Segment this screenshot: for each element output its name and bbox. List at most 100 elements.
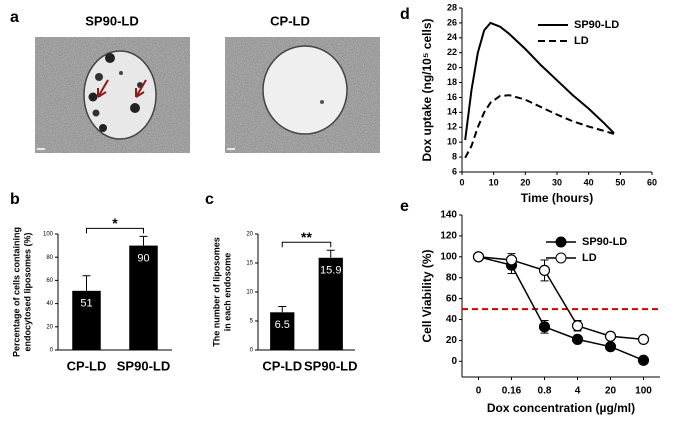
bar	[318, 257, 343, 350]
y-tick-label: 20	[246, 232, 253, 238]
series-line	[478, 256, 644, 361]
x-tick-label: 0.8	[538, 386, 552, 397]
y-tick-label: 20	[446, 335, 458, 346]
bar	[129, 245, 158, 350]
y-axis-label: endocytosed liposomes (%)	[22, 232, 32, 351]
y-tick-label: 80	[46, 255, 53, 261]
x-tick-label: 100	[635, 386, 652, 397]
series-line	[478, 256, 644, 341]
y-tick-label: 20	[447, 62, 457, 72]
panel-letter: c	[205, 191, 214, 208]
value-label: 15.9	[320, 265, 341, 277]
micrograph	[35, 37, 190, 153]
legend-marker	[555, 252, 567, 264]
marker	[538, 264, 551, 276]
y-tick-label: 120	[440, 231, 457, 242]
bar	[72, 290, 101, 350]
y-axis-label: Dox uptake (ng/10⁵ cells)	[420, 18, 434, 161]
legend-label: LD	[582, 252, 597, 264]
significance-bracket	[86, 227, 144, 234]
x-tick-label: SP90-LD	[117, 358, 170, 373]
y-tick-label: 60	[46, 278, 53, 284]
y-tick-label: 22	[447, 47, 457, 57]
y-tick-label: 0	[250, 348, 254, 354]
x-tick-label: CP-LD	[262, 358, 302, 373]
image-title: CP-LD	[270, 13, 310, 28]
y-tick-label: 10	[447, 137, 457, 147]
y-tick-label: 20	[46, 324, 53, 330]
legend-label: SP90-LD	[574, 19, 619, 31]
marker	[505, 254, 518, 266]
panel-letter: b	[10, 191, 20, 208]
x-tick-label: 0	[459, 177, 464, 187]
y-tick-label: 28	[447, 2, 457, 12]
x-axis-label: Dox concentration (µg/ml)	[487, 401, 635, 415]
x-tick-label: 20	[605, 386, 617, 397]
x-tick-label: 10	[489, 177, 499, 187]
x-tick-label: 4	[575, 386, 581, 397]
y-tick-label: 24	[447, 32, 457, 42]
marker	[637, 333, 650, 345]
error-bar	[139, 235, 148, 246]
error-bar	[326, 249, 335, 258]
y-tick-label: 100	[43, 232, 54, 238]
significance-label: **	[301, 229, 312, 245]
x-tick-label: 30	[552, 177, 562, 187]
y-tick-label: 16	[447, 92, 457, 102]
marker	[571, 333, 584, 345]
panel-letter: a	[10, 9, 19, 26]
value-label: 6.5	[275, 319, 290, 331]
x-tick-label: 40	[584, 177, 594, 187]
value-label: 90	[137, 253, 149, 265]
y-tick-label: 5	[250, 319, 254, 325]
y-axis-label: in each endosome	[222, 253, 232, 332]
y-tick-label: 14	[447, 107, 457, 117]
x-tick-label: 0.16	[502, 386, 522, 397]
y-tick-label: 80	[446, 272, 458, 283]
value-label: 51	[80, 298, 92, 310]
y-tick-label: 0	[50, 348, 54, 354]
panel-letter: e	[400, 198, 409, 215]
y-axis-label: Cell Viability (%)	[420, 249, 434, 342]
x-tick-label: 50	[615, 177, 625, 187]
bar	[270, 312, 295, 350]
y-axis-label: The number of liposomes	[211, 237, 221, 347]
y-tick-label: 40	[46, 301, 53, 307]
marker	[604, 330, 617, 342]
y-tick-label: 10	[246, 290, 253, 296]
y-tick-label: 6	[452, 166, 457, 176]
y-tick-label: 40	[446, 314, 458, 325]
y-tick-label: 26	[447, 17, 457, 27]
x-tick-label: 0	[476, 386, 482, 397]
image-title: SP90-LD	[85, 13, 138, 28]
y-tick-label: 8	[452, 151, 457, 161]
marker	[571, 320, 584, 332]
y-axis-label: Percentage of cells containing	[11, 227, 21, 357]
y-tick-label: 12	[447, 122, 457, 132]
x-tick-label: SP90-LD	[304, 358, 357, 373]
x-axis-label: Time (hours)	[521, 191, 593, 205]
marker	[538, 321, 551, 333]
x-tick-label: CP-LD	[67, 358, 107, 373]
series-line	[464, 94, 615, 159]
legend-label: SP90-LD	[582, 236, 627, 248]
panel-letter: d	[400, 6, 410, 23]
legend-marker	[555, 236, 567, 248]
micrograph	[225, 37, 380, 153]
significance-bracket	[281, 241, 332, 248]
series-line	[464, 21, 615, 141]
significance-label: *	[112, 215, 118, 231]
y-tick-label: 0	[451, 356, 457, 367]
error-bar	[82, 275, 91, 291]
x-tick-label: 60	[647, 177, 657, 187]
y-tick-label: 100	[440, 251, 457, 262]
marker	[472, 251, 485, 263]
marker	[604, 341, 617, 353]
y-tick-label: 140	[440, 210, 457, 221]
marker	[637, 354, 650, 366]
y-tick-label: 60	[446, 293, 458, 304]
y-tick-label: 18	[447, 77, 457, 87]
legend-label: LD	[574, 35, 589, 47]
error-bar	[278, 306, 287, 313]
